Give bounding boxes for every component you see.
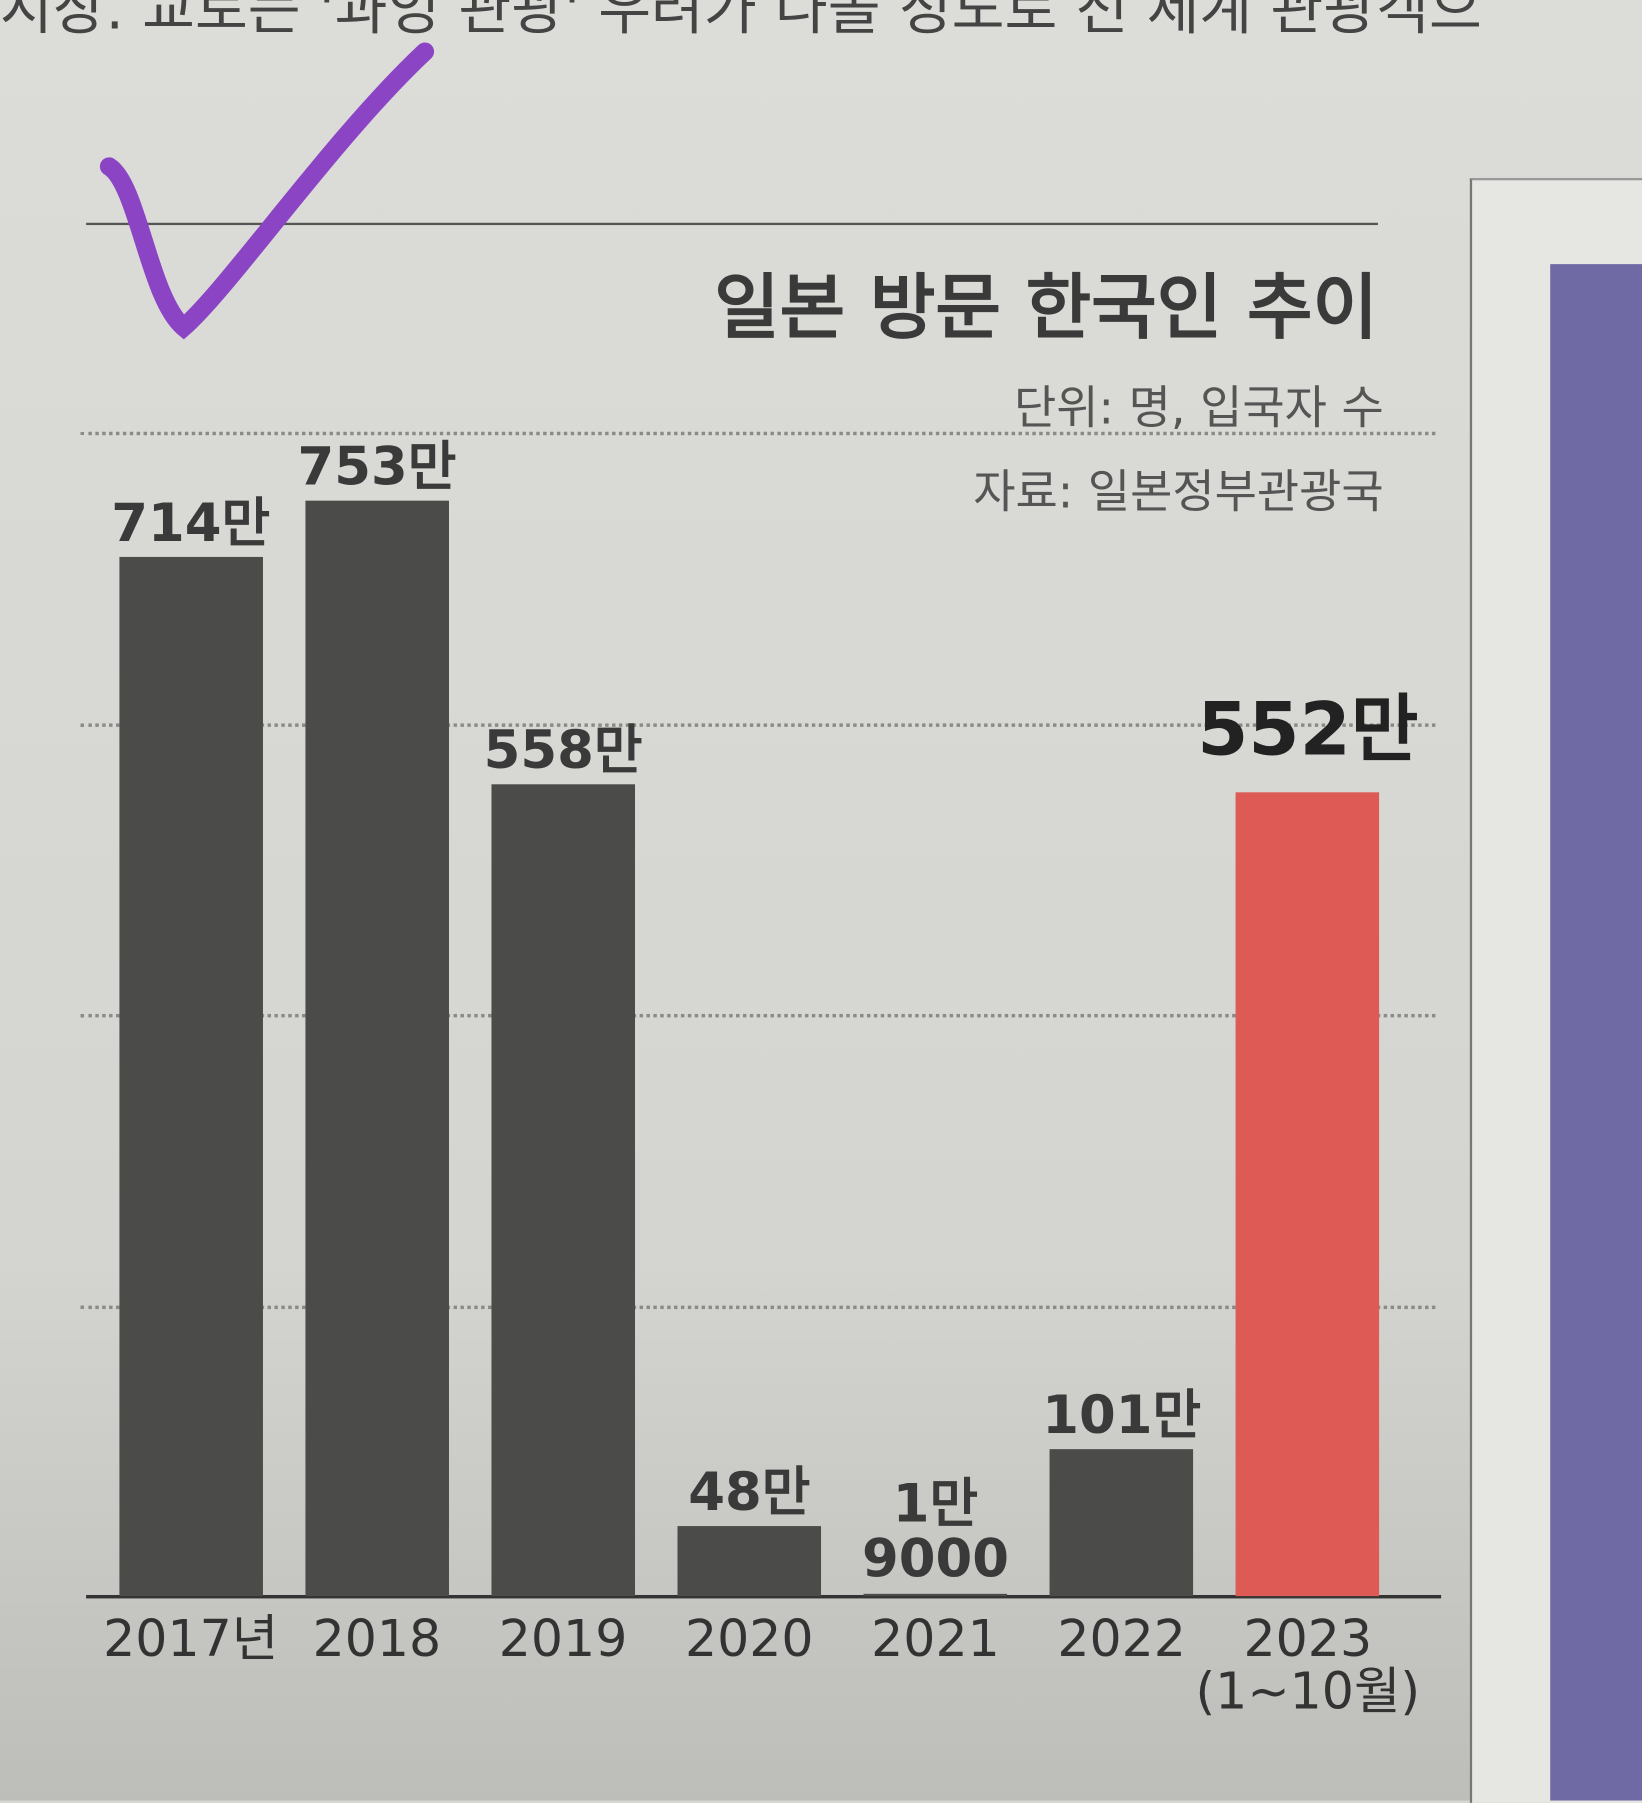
bar: [118, 556, 263, 1597]
value-label: 552만: [1197, 688, 1419, 774]
bar: [863, 1593, 1008, 1597]
x-tick-label: 2022: [1057, 1609, 1186, 1669]
value-label: 48만: [688, 1460, 811, 1523]
check-mark: [99, 42, 435, 340]
bar: [1236, 792, 1380, 1597]
value-label: 714만: [111, 491, 271, 554]
x-tick-label: 2023 (1~10월): [1195, 1609, 1421, 1722]
rule: [86, 222, 1378, 226]
value-label: 558만: [483, 718, 643, 781]
grid-line: [80, 1013, 1436, 1018]
bar: [1049, 1449, 1194, 1597]
grid-line: [80, 722, 1436, 727]
chart-title: 일본 방문 한국인 추이: [714, 265, 1378, 350]
grid-line: [80, 431, 1436, 436]
side-panel: [1550, 264, 1642, 1801]
article-text: 시장. 교토는 '과잉 관광' 우려가 나올 정도로 전 세계 관광객으: [0, 0, 1482, 43]
value-label: 1만 9000: [861, 1471, 1009, 1590]
value-label: 753만: [297, 434, 457, 497]
bar: [491, 783, 635, 1597]
bar: [305, 500, 449, 1597]
x-tick-label: 2021: [871, 1609, 1000, 1669]
bar: [677, 1526, 822, 1597]
x-tick-label: 2018: [312, 1609, 442, 1669]
x-tick-label: 2019: [498, 1609, 628, 1669]
grid-line: [80, 1305, 1436, 1309]
subtitle: 자료: 일본정부관광국: [973, 466, 1384, 520]
value-label: 101만: [1042, 1383, 1202, 1446]
baseline: [86, 1594, 1442, 1599]
x-tick-label: 2020: [684, 1609, 814, 1669]
x-tick-label: 2017년: [103, 1609, 279, 1669]
subtitle: 단위: 명, 입국자 수: [1014, 382, 1384, 436]
